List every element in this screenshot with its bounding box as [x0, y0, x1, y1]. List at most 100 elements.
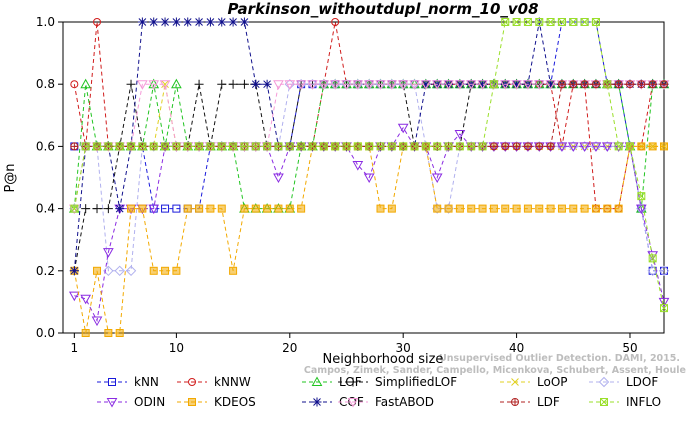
data-point-kdeos: [569, 204, 578, 213]
data-point-inflo: [70, 204, 79, 213]
x-tick-label: 10: [169, 341, 184, 355]
data-point-inflo: [104, 142, 113, 151]
data-point-ldof: [125, 265, 137, 277]
data-point-ldf: [580, 80, 589, 89]
data-point-inflo: [149, 142, 158, 151]
legend-label-kdeos: KDEOS: [214, 395, 256, 409]
data-point-fastabod: [307, 80, 318, 90]
data-point-cof: [421, 79, 431, 89]
legend-marker-ldf: [511, 398, 520, 406]
data-point-ldf: [557, 80, 566, 89]
data-point-inflo: [501, 18, 510, 26]
data-point-kdeos: [512, 204, 521, 213]
data-point-simplifiedlof: [81, 204, 91, 214]
data-point-fastabod: [363, 80, 375, 90]
data-point-inflo: [342, 142, 351, 151]
plot-frame: [62, 21, 665, 334]
data-point-ldf: [535, 142, 544, 151]
y-tick-label: 0.4: [36, 202, 55, 216]
data-point-fastabod: [420, 80, 432, 90]
data-point-fastabod: [341, 80, 352, 90]
data-point-cof: [149, 17, 159, 27]
data-point-odin: [601, 142, 613, 152]
data-point-ldf: [648, 80, 657, 89]
data-point-fastabod: [284, 80, 296, 90]
data-point-odin: [352, 161, 364, 171]
data-point-inflo: [251, 142, 260, 151]
data-point-kdeos: [444, 204, 453, 213]
legend-item-fastabod: FastABOD: [338, 395, 434, 409]
data-point-inflo: [263, 142, 272, 151]
data-point-odin: [431, 173, 443, 184]
data-point-fastabod: [533, 80, 545, 90]
data-point-cof: [205, 17, 215, 27]
legend-label-loop: LoOP: [537, 375, 568, 389]
data-point-cof: [512, 79, 522, 89]
data-point-kdeos: [580, 204, 589, 213]
data-point-kdeos: [523, 204, 532, 213]
data-point-fastabod: [409, 80, 420, 90]
data-point-simplifiedlof: [194, 79, 204, 89]
data-point-kdeos: [251, 204, 260, 213]
data-point-fastabod: [431, 80, 443, 90]
data-point-fastabod: [522, 80, 534, 90]
data-point-cof: [160, 17, 170, 27]
data-point-inflo: [557, 18, 566, 26]
data-point-ldf: [489, 142, 498, 151]
data-point-cof: [137, 17, 147, 27]
x-axis-label: Neighborhood size: [323, 352, 444, 367]
data-point-cof: [115, 204, 125, 214]
watermark-line-1: Unsupervised Outlier Detection. DAMI, 20…: [439, 353, 680, 364]
data-point-inflo: [138, 142, 147, 151]
y-axis: 0.0 0.2 0.4 0.6 0.8 1.0: [36, 15, 63, 340]
data-point-inflo: [240, 142, 249, 151]
data-point-kdeos: [81, 329, 90, 337]
data-point-kdeos: [149, 266, 158, 275]
data-point-kdeos: [557, 204, 566, 213]
y-tick-label: 0.8: [36, 77, 55, 91]
data-point-kdeos: [104, 329, 113, 337]
data-point-knn: [161, 204, 170, 213]
data-point-cof: [228, 17, 238, 27]
plot-border: [62, 21, 665, 334]
data-point-kdeos: [455, 204, 464, 213]
legend-item-kdeos: KDEOS: [177, 395, 256, 409]
data-point-kdeos: [376, 204, 385, 213]
data-point-inflo: [127, 142, 136, 151]
data-point-ldf: [546, 142, 555, 151]
data-point-inflo: [115, 142, 124, 151]
data-point-inflo: [512, 18, 521, 26]
data-point-cof: [183, 17, 193, 27]
legend-label-ldf: LDF: [537, 395, 560, 409]
data-point-knnw: [93, 18, 102, 26]
data-point-fastabod: [295, 80, 307, 90]
data-point-cof: [262, 79, 272, 89]
data-point-cof: [546, 79, 556, 89]
legend-label-knnw: kNNW: [214, 375, 251, 389]
legend-marker-fastabod: [347, 398, 359, 408]
data-point-fastabod: [443, 80, 454, 90]
data-point-inflo: [410, 142, 419, 151]
data-point-simplifiedlof: [228, 79, 238, 89]
data-point-simplifiedlof: [217, 79, 227, 89]
series-odin: [68, 123, 670, 327]
data-point-kdeos: [535, 204, 544, 213]
data-point-inflo: [183, 142, 192, 151]
legend-marker-lof: [311, 376, 323, 386]
data-point-inflo: [546, 18, 555, 26]
data-point-odin: [363, 173, 375, 184]
data-point-knnw: [70, 80, 79, 89]
series-layer: [68, 17, 670, 337]
legend-marker-simplifiedlof: [348, 377, 358, 387]
data-point-inflo: [285, 142, 294, 151]
data-point-cof: [217, 17, 227, 27]
data-point-inflo: [376, 142, 385, 151]
legend-marker-kdeos: [188, 398, 196, 406]
legend-marker-loop: [511, 378, 519, 386]
data-point-fastabod: [386, 80, 398, 90]
data-point-odin: [658, 297, 670, 308]
data-point-fastabod: [545, 80, 556, 90]
data-point-inflo: [648, 254, 657, 263]
data-point-ldf: [523, 142, 532, 151]
data-point-inflo: [444, 142, 453, 151]
